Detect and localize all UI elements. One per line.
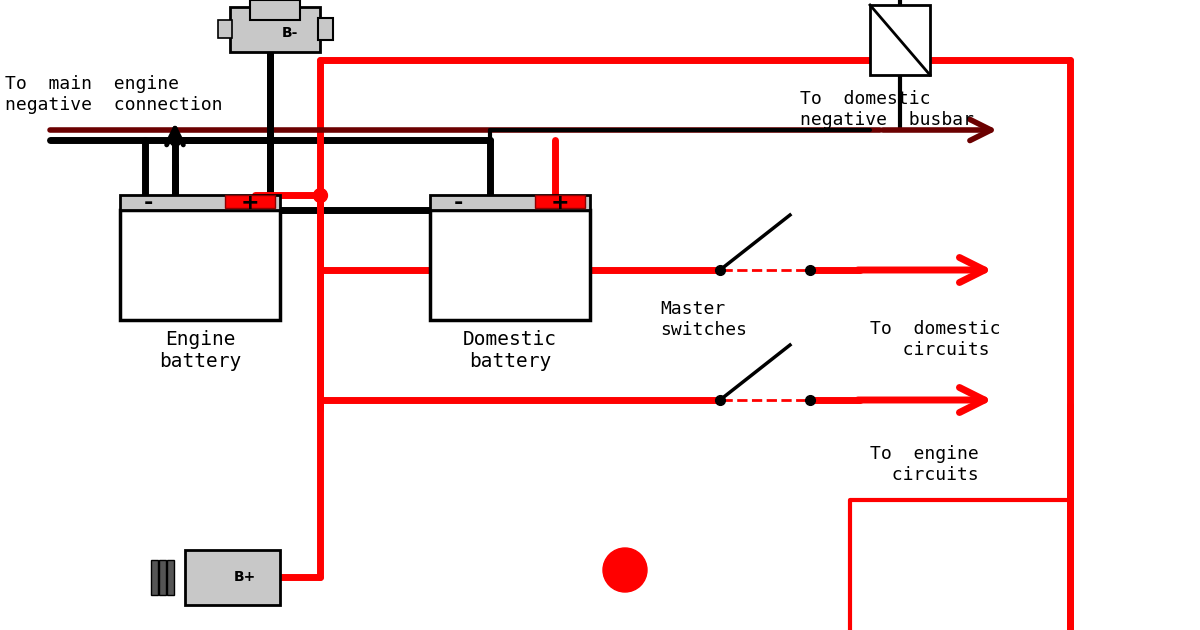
Text: Master
switches: Master switches <box>660 300 746 339</box>
Bar <box>167 560 174 595</box>
Bar <box>250 0 300 20</box>
Bar <box>318 18 334 40</box>
Text: To  domestic
negative  busbar: To domestic negative busbar <box>800 90 974 129</box>
Bar <box>185 550 280 605</box>
Text: -: - <box>454 193 463 213</box>
Bar <box>230 7 320 52</box>
Circle shape <box>604 548 647 592</box>
Text: B-: B- <box>282 26 298 40</box>
Bar <box>870 5 930 75</box>
Bar <box>120 210 280 320</box>
Bar <box>226 195 275 208</box>
Bar <box>430 195 590 210</box>
Text: To  main  engine
negative  connection: To main engine negative connection <box>5 75 222 114</box>
Text: Domestic
battery: Domestic battery <box>463 330 557 371</box>
Text: B+: B+ <box>234 570 256 584</box>
Bar <box>218 20 232 38</box>
Text: -: - <box>143 193 152 213</box>
Text: To  domestic
   circuits: To domestic circuits <box>870 320 1001 359</box>
Text: Engine
battery: Engine battery <box>158 330 241 371</box>
Bar <box>120 195 280 210</box>
Text: To  engine
  circuits: To engine circuits <box>870 445 979 484</box>
Bar <box>535 195 586 208</box>
Bar <box>430 210 590 320</box>
Text: +: + <box>551 193 569 213</box>
Text: +: + <box>241 193 259 213</box>
Bar <box>158 560 166 595</box>
Bar <box>151 560 158 595</box>
